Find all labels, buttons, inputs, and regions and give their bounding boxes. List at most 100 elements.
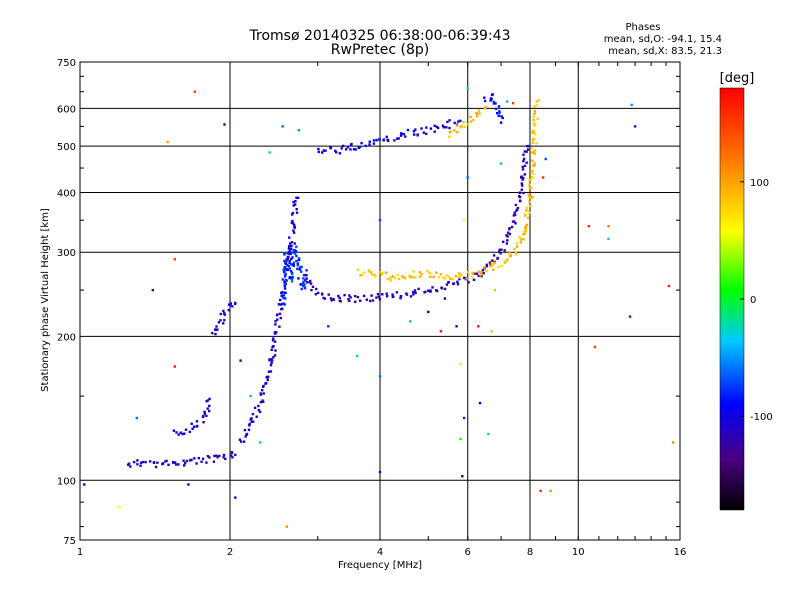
data-point: [273, 354, 277, 357]
data-point: [503, 249, 506, 252]
data-point: [506, 258, 509, 261]
data-point: [354, 294, 357, 298]
data-point: [477, 109, 481, 112]
data-point: [535, 104, 539, 107]
data-point: [322, 296, 325, 300]
data-point: [252, 420, 255, 423]
data-point: [435, 125, 438, 129]
data-point: [222, 456, 225, 459]
data-point: [533, 105, 536, 108]
data-point: [448, 119, 451, 122]
data-point: [483, 107, 487, 110]
data-point: [491, 259, 494, 262]
data-point: [500, 264, 503, 268]
data-point: [452, 282, 456, 285]
data-point: [524, 213, 527, 216]
x-tick-label: 4: [377, 547, 383, 558]
data-point: [515, 253, 518, 256]
colorbar-tick-label: -100: [750, 412, 773, 423]
data-point: [208, 397, 211, 401]
data-point: [514, 203, 518, 207]
data-point: [188, 430, 191, 434]
data-point: [280, 308, 283, 311]
data-point: [195, 420, 199, 423]
data-point: [499, 252, 502, 255]
data-point: [481, 269, 485, 272]
data-point: [300, 283, 303, 286]
data-point: [283, 284, 287, 288]
data-point: [426, 269, 429, 273]
data-point: [218, 454, 221, 458]
data-point: [205, 414, 208, 418]
data-point: [259, 401, 263, 404]
data-point: [522, 233, 525, 236]
data-point: [288, 260, 291, 263]
data-point: [393, 276, 397, 280]
data-point: [309, 282, 313, 285]
data-point: [297, 258, 301, 262]
data-point: [494, 102, 497, 105]
data-point: [484, 105, 488, 109]
data-point: [270, 358, 273, 361]
data-point: [381, 293, 384, 296]
data-point: [531, 138, 535, 141]
data-point: [251, 412, 255, 416]
data-point: [286, 258, 290, 261]
data-point: [242, 440, 246, 443]
data-point: [406, 128, 410, 132]
data-point: [522, 176, 525, 180]
data-point: [136, 463, 139, 466]
data-point: [492, 264, 495, 267]
data-point: [234, 301, 237, 305]
data-point: [314, 293, 317, 296]
data-point: [265, 376, 268, 379]
data-point: [239, 440, 243, 443]
data-point: [399, 134, 403, 137]
data-point: [139, 461, 143, 464]
data-point: [369, 270, 372, 274]
data-point: [633, 125, 637, 128]
data-point: [343, 293, 346, 297]
data-point: [527, 194, 530, 197]
data-point: [187, 483, 190, 486]
data-point: [531, 141, 535, 144]
data-point: [201, 457, 205, 460]
data-point: [378, 375, 382, 378]
data-point: [281, 278, 284, 281]
data-point: [304, 273, 308, 277]
data-point: [127, 462, 131, 465]
data-point: [493, 261, 497, 265]
data-point: [427, 310, 430, 314]
data-point: [520, 176, 523, 179]
data-point: [297, 196, 300, 199]
data-point: [283, 291, 286, 294]
data-point: [397, 137, 400, 140]
data-point: [412, 290, 415, 294]
data-point: [215, 454, 218, 457]
data-point: [356, 295, 360, 299]
data-point: [436, 126, 440, 130]
data-point: [488, 261, 492, 264]
data-point: [292, 204, 295, 207]
data-point: [338, 152, 342, 155]
data-point: [523, 150, 526, 153]
data-point: [349, 296, 352, 299]
data-point: [257, 404, 260, 408]
data-point: [522, 160, 525, 163]
data-point: [291, 251, 294, 254]
data-point: [414, 128, 417, 131]
data-point: [477, 274, 480, 278]
data-point: [279, 298, 282, 302]
data-point: [396, 137, 399, 140]
data-point: [296, 264, 300, 267]
data-point: [337, 294, 340, 298]
data-point: [490, 93, 494, 97]
data-point: [521, 165, 524, 169]
data-point: [485, 265, 489, 268]
data-point: [530, 186, 533, 190]
data-point: [281, 291, 284, 294]
data-point: [402, 133, 406, 136]
data-point: [375, 296, 378, 299]
y-axis-ticks: 750 600 500 400 300 200 100 75: [57, 58, 680, 547]
data-point: [202, 415, 205, 418]
